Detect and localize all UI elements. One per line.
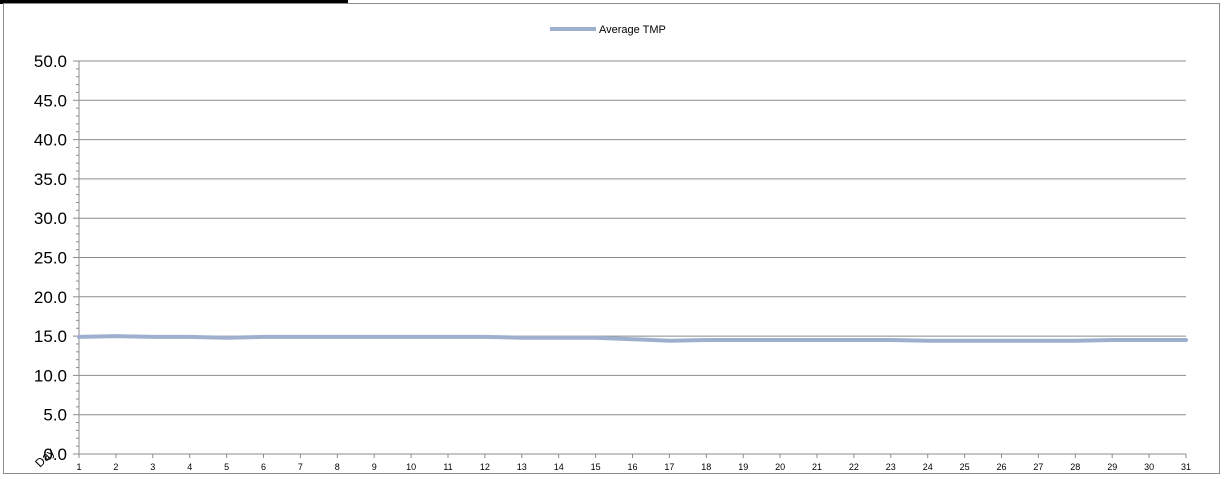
x-tick-label-13: 13	[517, 462, 527, 472]
x-tick-label-14: 14	[554, 462, 564, 472]
x-tick-label-1: 1	[76, 462, 81, 472]
series-group	[77, 334, 1188, 343]
x-tick-label-19: 19	[738, 462, 748, 472]
y-tick-label-6: 30.0	[34, 209, 67, 228]
x-tick-label-28: 28	[1070, 462, 1080, 472]
x-axis-ticks: 1 2 3 4 5 6 7 8 9 10 11 12 13 14 15 16 17 18 19 20 21 22 23 24 2…	[76, 454, 1191, 472]
x-tick-label-23: 23	[886, 462, 896, 472]
x-tick-label-6: 6	[261, 462, 266, 472]
x-tick-label-24: 24	[923, 462, 933, 472]
gridlines	[79, 60, 1186, 416]
x-tick-label-21: 21	[812, 462, 822, 472]
x-tick-label-11: 11	[443, 462, 452, 472]
y-tick-label-9: 45.0	[34, 91, 67, 110]
x-tick-label-27: 27	[1033, 462, 1043, 472]
x-tick-label-2: 2	[113, 462, 118, 472]
x-tick-label-18: 18	[701, 462, 711, 472]
x-tick-label-26: 26	[996, 462, 1006, 472]
legend: Average TMP	[550, 24, 666, 36]
x-tick-label-15: 15	[591, 462, 601, 472]
x-tick-label-3: 3	[150, 462, 155, 472]
window-top-bar	[0, 0, 348, 4]
x-tick-label-12: 12	[480, 462, 490, 472]
x-tick-label-29: 29	[1107, 462, 1117, 472]
x-tick-label-8: 8	[335, 462, 340, 472]
x-tick-label-31: 31	[1181, 462, 1191, 472]
y-tick-label-2: 10.0	[34, 366, 67, 385]
x-tick-label-17: 17	[664, 462, 674, 472]
x-tick-label-4: 4	[187, 462, 192, 472]
x-tick-label-16: 16	[627, 462, 637, 472]
x-tick-label-30: 30	[1144, 462, 1154, 472]
x-tick-label-25: 25	[960, 462, 970, 472]
y-tick-label-5: 25.0	[34, 249, 67, 268]
x-tick-label-5: 5	[224, 462, 229, 472]
x-tick-label-20: 20	[775, 462, 785, 472]
y-tick-label-4: 20.0	[34, 288, 67, 307]
x-tick-label-9: 9	[372, 462, 377, 472]
y-tick-label-7: 35.0	[34, 170, 67, 189]
chart-frame	[3, 3, 1220, 474]
series-line-average-tmp	[77, 334, 1188, 343]
y-tick-label-0: 0.0	[43, 445, 67, 464]
x-tick-label-7: 7	[298, 462, 303, 472]
y-tick-label-1: 5.0	[43, 406, 67, 425]
x-tick-label-10: 10	[406, 462, 416, 472]
y-tick-label-10: 50.0	[34, 52, 67, 71]
legend-label-average-tmp: Average TMP	[599, 24, 666, 36]
x-tick-label-22: 22	[849, 462, 859, 472]
y-tick-label-3: 15.0	[34, 327, 67, 346]
y-axis-ticks: 0.0 5.0 10.0 15.0 20.0 25.0 30.0 35.0 40.0 45.0 50…	[34, 52, 79, 464]
y-tick-label-8: 40.0	[34, 131, 67, 150]
